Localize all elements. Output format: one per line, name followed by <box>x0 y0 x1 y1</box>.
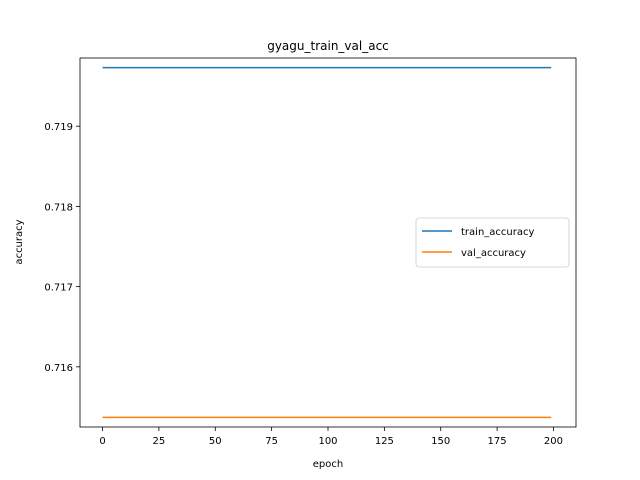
x-tick-label: 75 <box>265 436 278 447</box>
legend-label-train: train_accuracy <box>461 227 534 238</box>
y-tick-label: 0.717 <box>44 283 73 294</box>
x-tick-label: 0 <box>99 436 105 447</box>
x-tick-label: 25 <box>153 436 166 447</box>
series-lines <box>102 66 552 419</box>
x-tick-label: 125 <box>375 436 394 447</box>
x-tick-label: 200 <box>544 436 563 447</box>
x-axis: 0 25 50 75 100 125 150 175 200 <box>99 427 563 447</box>
x-tick-label: 100 <box>318 436 337 447</box>
y-axis-label: accuracy <box>14 219 25 264</box>
y-tick-label: 0.716 <box>44 363 73 374</box>
y-tick-label: 0.719 <box>44 122 73 133</box>
legend: train_accuracy val_accuracy <box>415 217 570 268</box>
x-tick-label: 50 <box>209 436 222 447</box>
x-tick-label: 150 <box>431 436 450 447</box>
x-axis-label: epoch <box>313 459 343 470</box>
y-tick-label: 0.718 <box>44 202 73 213</box>
chart-title: gyagu_train_val_acc <box>267 39 389 53</box>
y-axis: 0.716 0.717 0.718 0.719 <box>44 122 80 374</box>
x-tick-label: 175 <box>488 436 507 447</box>
legend-box <box>415 217 570 268</box>
legend-label-val: val_accuracy <box>461 248 526 259</box>
